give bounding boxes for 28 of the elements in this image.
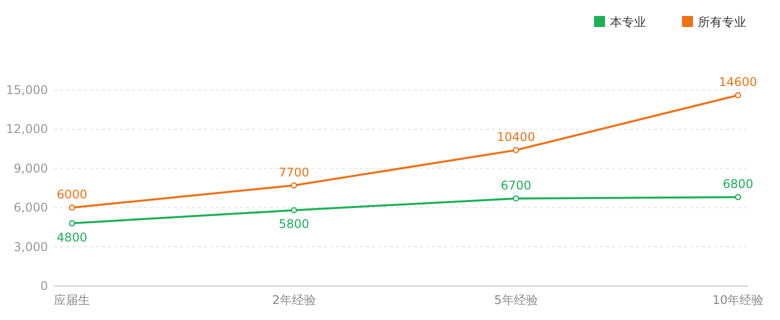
data-label: 4800 (56, 230, 88, 244)
legend-label: 所有专业 (698, 15, 746, 29)
point (290, 182, 298, 188)
y-tick-label: 3,000 (14, 240, 48, 254)
point (68, 204, 76, 211)
y-tick-label: 15,000 (6, 83, 48, 97)
data-label: 5800 (278, 217, 310, 232)
data-label: 6800 (722, 177, 754, 192)
data-label: 6000 (56, 188, 88, 202)
data-label: 14600 (718, 75, 758, 90)
y-tick-label: 9,000 (14, 161, 48, 176)
data-label: 6700 (500, 178, 532, 192)
legend-label: 本专业 (610, 15, 646, 29)
x-tick-label: 应届生 (54, 293, 90, 307)
y-tick-label: 6,000 (14, 200, 48, 215)
point (512, 147, 520, 154)
point (734, 92, 742, 98)
y-tick-label: 0 (40, 279, 48, 293)
point (290, 207, 298, 214)
data-label: 10400 (496, 130, 536, 144)
data-label: 7700 (278, 165, 310, 180)
x-tick-label: 10年经验 (712, 293, 764, 307)
x-tick-label: 2年经验 (272, 293, 316, 307)
y-tick-label: 12,000 (6, 122, 48, 136)
x-tick-label: 5年经验 (494, 293, 538, 307)
point (734, 194, 742, 200)
point (512, 195, 520, 202)
point (68, 220, 76, 226)
